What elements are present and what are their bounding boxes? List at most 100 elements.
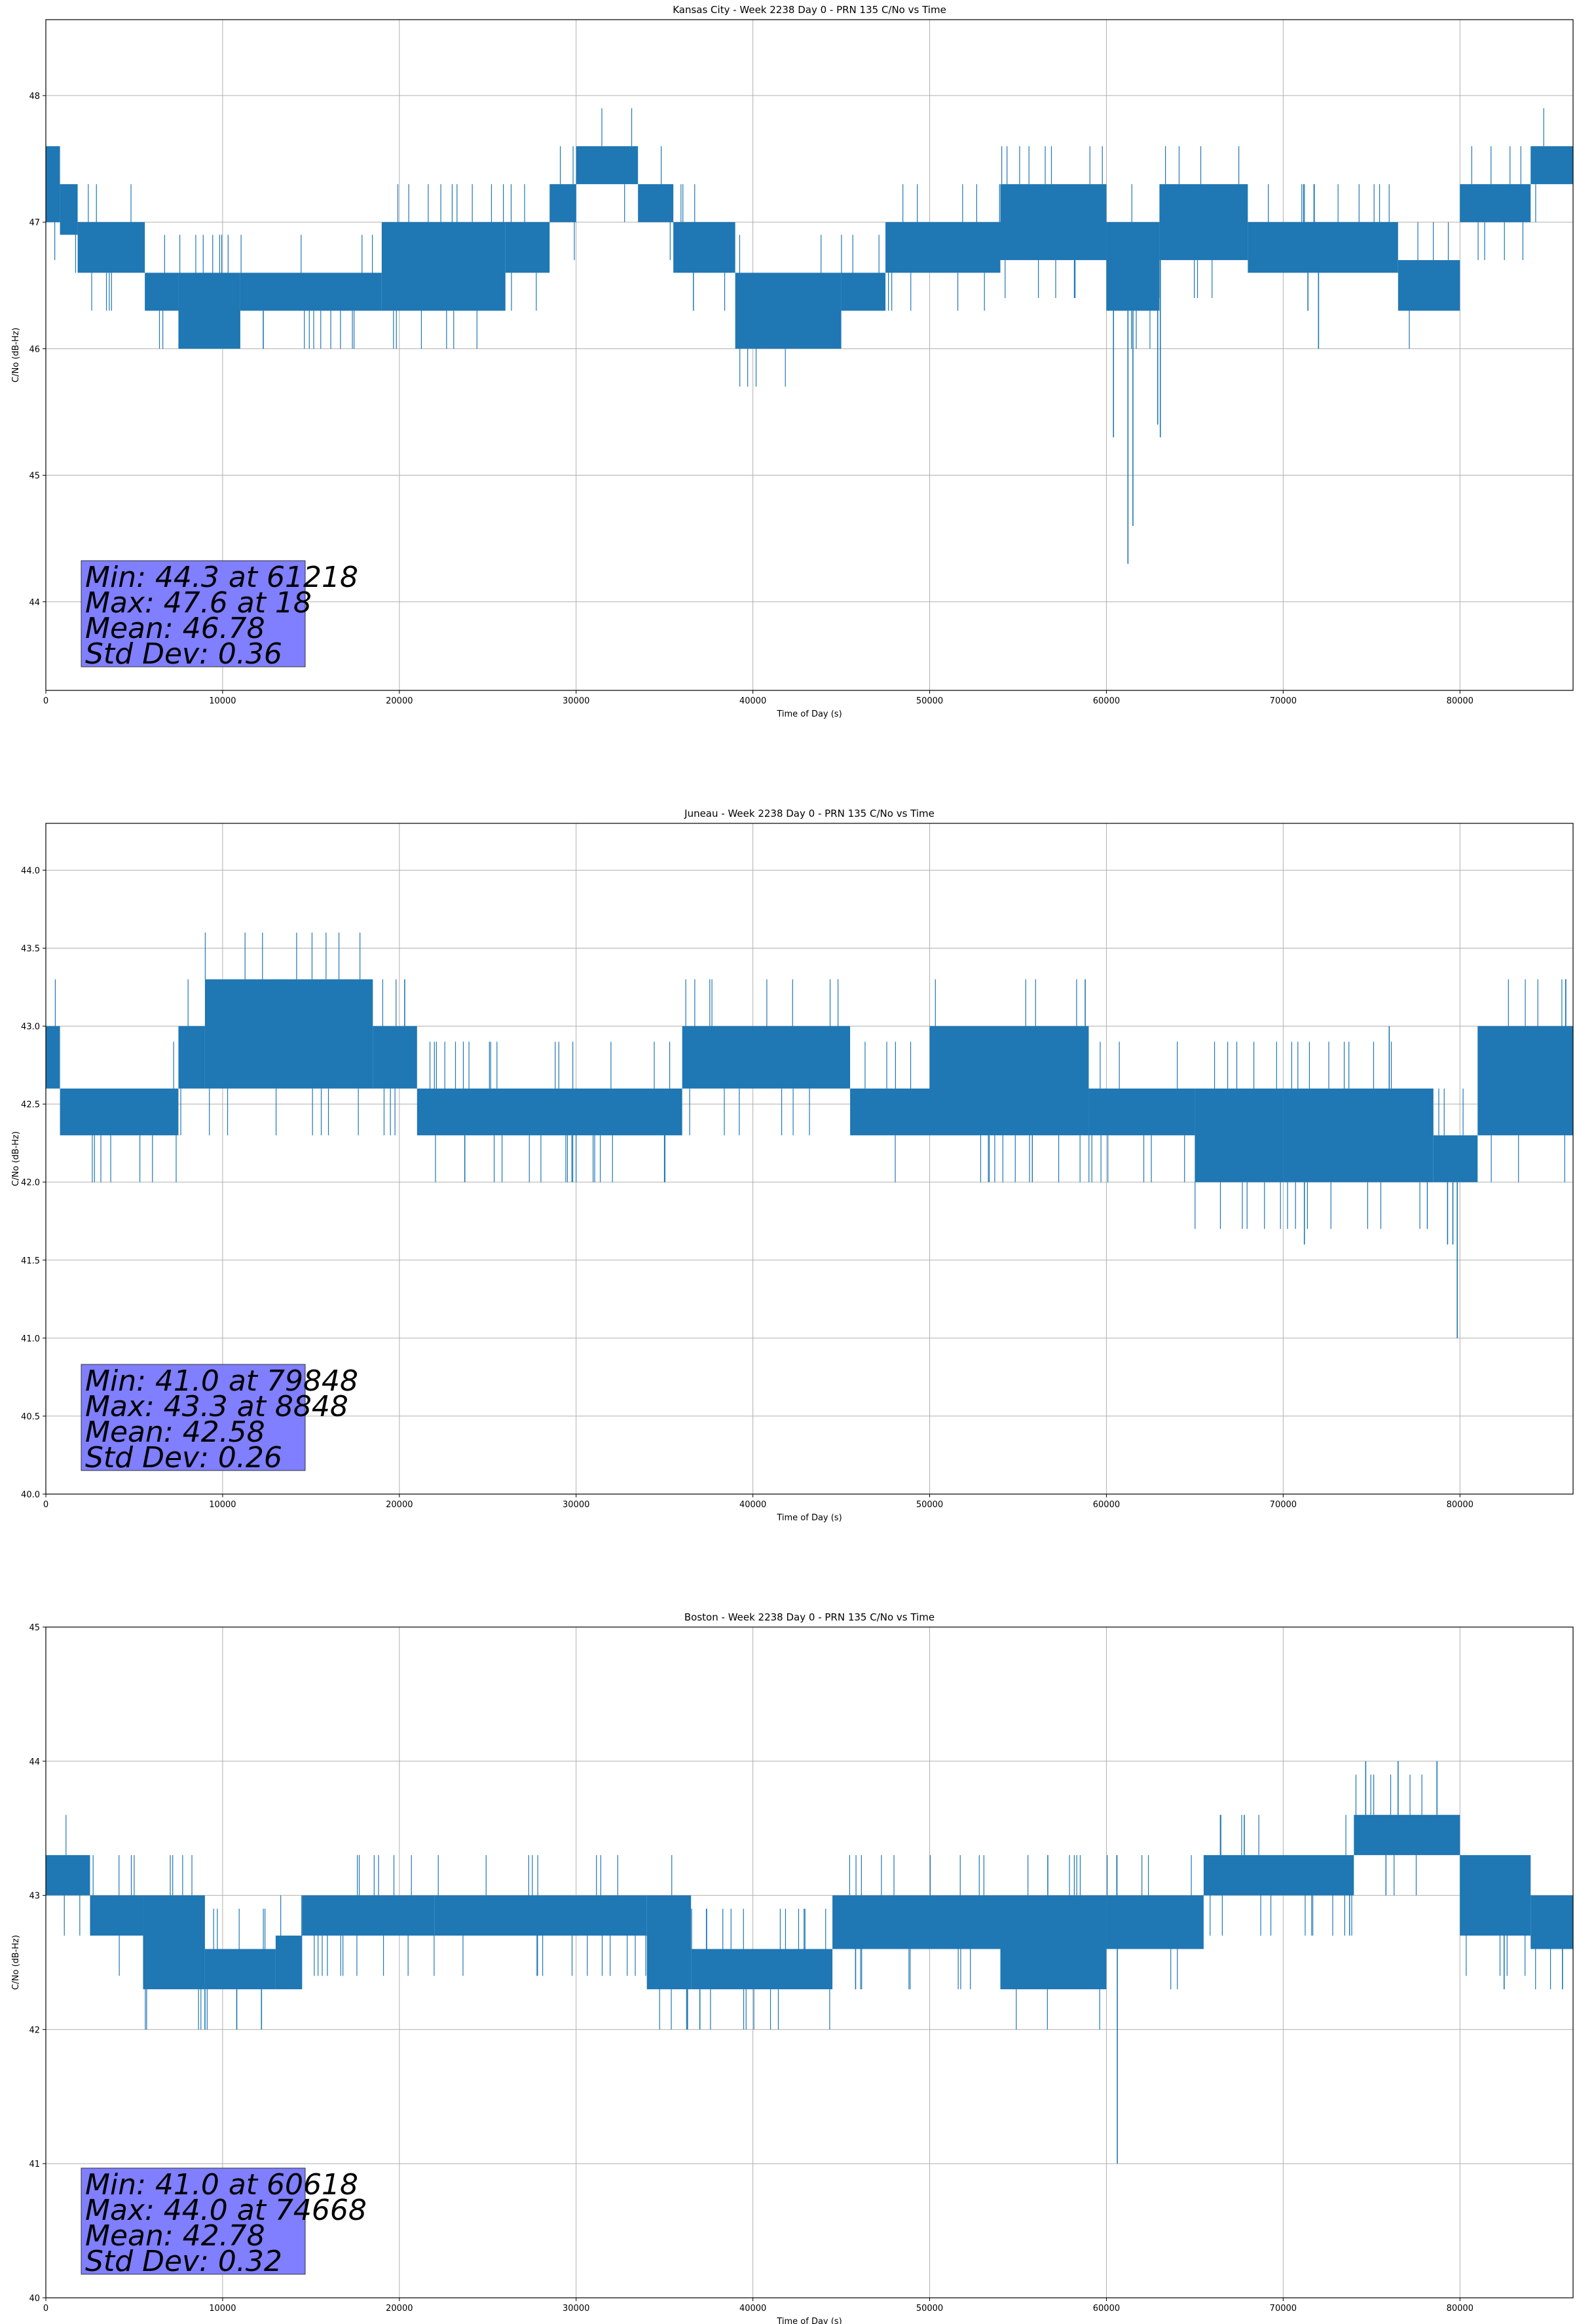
series-line <box>46 108 1573 564</box>
series-band <box>1460 1855 1531 1936</box>
series-band <box>1398 260 1460 311</box>
series-band <box>1159 184 1248 261</box>
series-band <box>90 1895 143 1936</box>
x-axis-label: Time of Day (s) <box>776 1513 842 1523</box>
series-band <box>46 1855 90 1896</box>
series-band <box>77 222 145 273</box>
y-tick-label: 43.0 <box>21 1022 40 1032</box>
series-band <box>841 272 886 311</box>
x-tick-label: 80000 <box>1447 696 1474 706</box>
x-tick-label: 70000 <box>1270 696 1297 706</box>
series-band <box>240 272 382 311</box>
y-axis-label: C/No (dB-Hz) <box>11 1131 21 1186</box>
x-tick-label: 0 <box>43 696 48 706</box>
x-tick-label: 30000 <box>563 696 589 706</box>
y-axis-label: C/No (dB-Hz) <box>11 1935 21 1990</box>
series-band <box>929 1026 1089 1136</box>
stats-box <box>81 1364 306 1471</box>
series-band <box>1531 146 1573 185</box>
series-band <box>1354 1814 1460 1856</box>
series-band <box>1460 184 1531 223</box>
series-band <box>143 1895 205 1989</box>
axes-frame <box>45 1626 1574 2298</box>
series-band <box>417 1088 682 1136</box>
y-tick-label: 40.5 <box>21 1412 40 1422</box>
series-band <box>60 184 78 235</box>
x-tick-label: 0 <box>43 2304 48 2314</box>
series-band <box>204 1949 276 1989</box>
x-axis-label: Time of Day (s) <box>776 2317 842 2324</box>
x-tick-label: 30000 <box>563 1500 589 1510</box>
series-band <box>434 1895 647 1936</box>
series-band <box>638 184 674 223</box>
chart-title: Boston - Week 2238 Day 0 - PRN 135 C/No … <box>684 1611 935 1623</box>
series-band <box>691 1949 833 1989</box>
y-tick-label: 47 <box>29 218 40 228</box>
axes-frame <box>45 823 1574 1495</box>
series-band <box>673 222 735 273</box>
x-tick-label: 20000 <box>386 696 413 706</box>
x-tick-label: 60000 <box>1093 696 1120 706</box>
y-tick-label: 44.0 <box>21 866 40 876</box>
x-tick-label: 60000 <box>1093 2304 1120 2314</box>
y-tick-label: 41 <box>29 2160 40 2169</box>
y-tick-label: 45 <box>29 1623 40 1633</box>
x-tick-label: 50000 <box>916 2304 943 2314</box>
series-band <box>1433 1135 1478 1182</box>
y-tick-label: 42.5 <box>21 1100 40 1110</box>
x-tick-label: 60000 <box>1093 1500 1120 1510</box>
x-tick-label: 70000 <box>1270 2304 1297 2314</box>
stats-box <box>81 2167 306 2275</box>
series-band <box>576 146 639 185</box>
series-band <box>381 222 506 311</box>
y-tick-label: 43 <box>29 1892 40 1902</box>
series-line <box>46 932 1573 1338</box>
series-band <box>549 184 576 223</box>
stats-line: Min: 44.3 at 61218 <box>85 561 358 594</box>
stats-line: Max: 44.0 at 74668 <box>85 2194 367 2227</box>
x-tick-label: 80000 <box>1447 2304 1474 2314</box>
x-tick-label: 10000 <box>209 696 236 706</box>
stats-line: Mean: 46.78 <box>85 612 265 645</box>
chart-panel-1: 0 10000 20000 30000 40000 50000 60000 70000 8000… <box>11 808 1574 1523</box>
series-band <box>850 1088 930 1136</box>
series-band <box>145 272 179 311</box>
series-band <box>1203 1855 1354 1896</box>
series-band <box>1106 222 1160 311</box>
x-tick-label: 40000 <box>739 696 766 706</box>
x-tick-label: 30000 <box>563 2304 589 2314</box>
series-band <box>60 1088 179 1136</box>
series-band <box>1195 1088 1284 1182</box>
y-tick-label: 45 <box>29 472 40 481</box>
series-band <box>275 1936 303 1989</box>
series-band <box>682 1026 851 1089</box>
y-axis-label: C/No (dB-Hz) <box>11 328 21 383</box>
series-band <box>46 1026 60 1089</box>
y-tick-label: 48 <box>29 92 40 102</box>
series-band <box>1000 184 1107 261</box>
x-tick-label: 10000 <box>209 2304 236 2314</box>
series-band <box>373 1026 417 1089</box>
series-band <box>46 146 60 223</box>
axes-frame <box>45 19 1574 691</box>
series-band <box>178 272 240 349</box>
chart-title: Kansas City - Week 2238 Day 0 - PRN 135 … <box>673 4 946 16</box>
x-tick-label: 40000 <box>739 1500 766 1510</box>
y-tick-label: 42.0 <box>21 1178 40 1188</box>
y-tick-label: 42 <box>29 2025 40 2035</box>
series-band <box>1000 1895 1107 1989</box>
series-band <box>1477 1026 1573 1136</box>
x-tick-label: 10000 <box>209 1500 236 1510</box>
y-tick-label: 41.0 <box>21 1334 40 1344</box>
y-tick-label: 40.0 <box>21 1490 40 1500</box>
y-tick-label: 40 <box>29 2294 40 2304</box>
chart-panel-0: 0 10000 20000 30000 40000 50000 60000 70000 8000… <box>11 4 1574 719</box>
x-tick-label: 50000 <box>916 1500 943 1510</box>
chart-panel-2: 0 10000 20000 30000 40000 50000 60000 70000 8000… <box>11 1611 1574 2324</box>
x-tick-label: 50000 <box>916 696 943 706</box>
x-axis-label: Time of Day (s) <box>776 709 842 719</box>
x-tick-label: 20000 <box>386 1500 413 1510</box>
y-tick-label: 44 <box>29 1757 40 1767</box>
stats-line: Min: 41.0 at 79848 <box>85 1364 358 1398</box>
